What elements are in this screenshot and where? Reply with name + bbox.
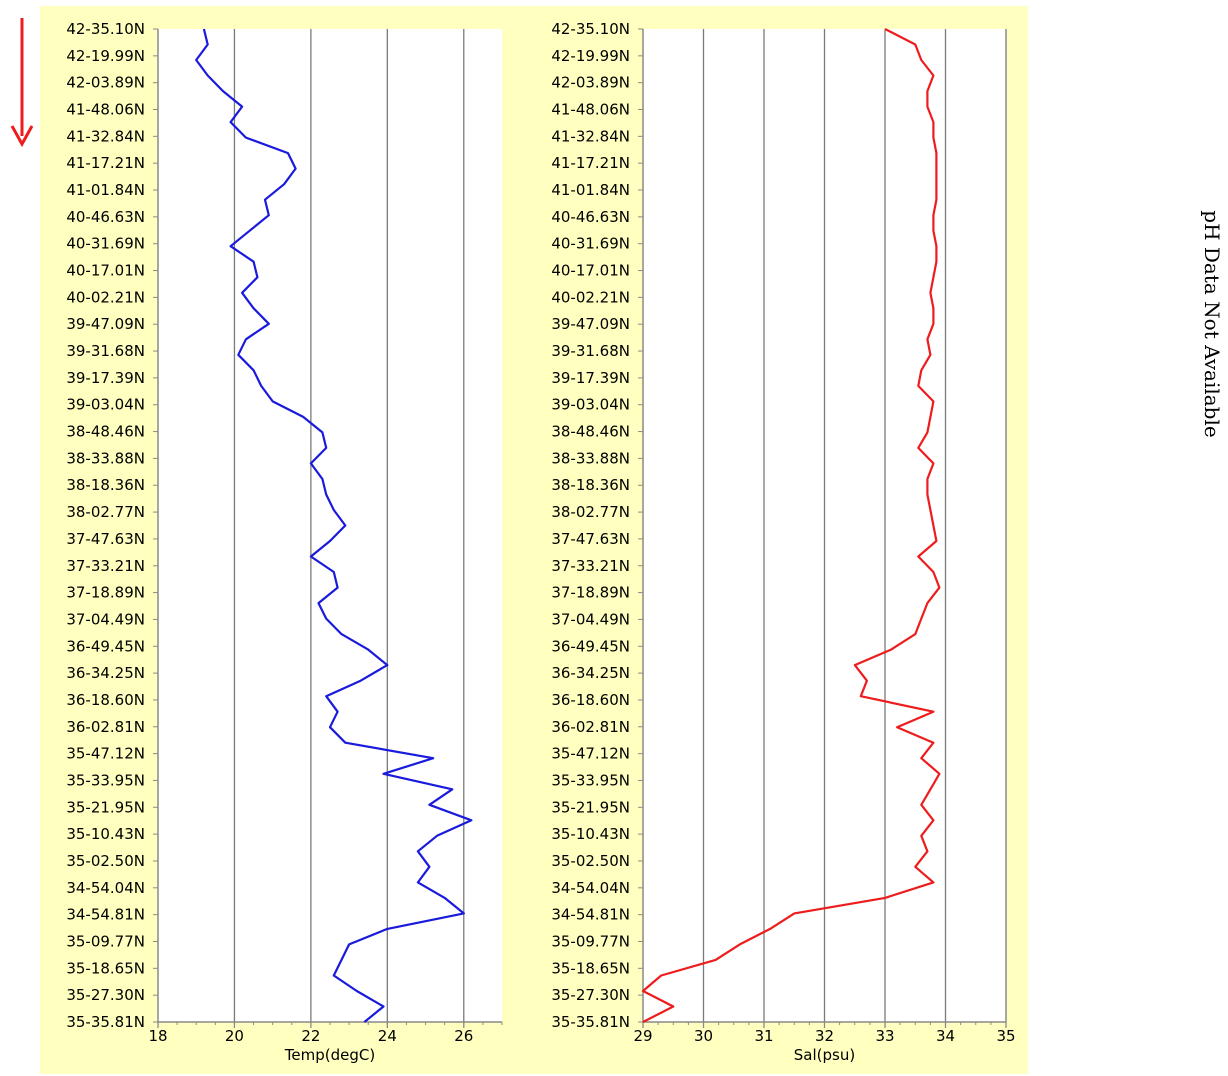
y-tick-label: 39-47.09N [551, 315, 630, 333]
y-tick-label: 38-02.77N [66, 503, 145, 521]
y-tick-label: 35-47.12N [66, 745, 145, 763]
y-tick-label: 42-19.99N [66, 47, 145, 65]
x-tick-label: 33 [875, 1027, 894, 1045]
y-tick-label: 36-18.60N [551, 691, 630, 709]
series-line [641, 28, 941, 1023]
y-tick-label: 41-48.06N [551, 101, 630, 119]
x-tick-label: 20 [225, 1027, 244, 1045]
y-tick-label: 40-46.63N [551, 208, 630, 226]
y-tick-label: 35-18.65N [66, 959, 145, 977]
y-tick-label: 38-33.88N [551, 449, 630, 467]
y-tick-label: 37-47.63N [66, 530, 145, 548]
y-tick-label: 41-48.06N [66, 101, 145, 119]
y-tick-label: 37-04.49N [551, 610, 630, 628]
x-tick-label: 34 [936, 1027, 955, 1045]
ph-unavailable-note: pH Data Not Available [1197, 134, 1227, 514]
y-tick-label: 35-27.30N [551, 986, 630, 1004]
y-tick-label: 40-02.21N [66, 288, 145, 306]
y-tick-label: 42-19.99N [551, 47, 630, 65]
x-tick-label: 24 [378, 1027, 397, 1045]
y-tick-label: 35-10.43N [551, 825, 630, 843]
y-tick-label: 40-17.01N [551, 262, 630, 280]
y-tick-label: 38-33.88N [66, 449, 145, 467]
y-tick-label: 39-03.04N [551, 396, 630, 414]
y-tick-label: 35-10.43N [66, 825, 145, 843]
y-tick-label: 36-49.45N [551, 637, 630, 655]
y-tick-label: 42-35.10N [66, 20, 145, 38]
y-tick-label: 34-54.81N [551, 906, 630, 924]
x-tick-label: 29 [633, 1027, 652, 1045]
x-tick-label: 32 [815, 1027, 834, 1045]
y-tick-label: 35-09.77N [551, 932, 630, 950]
y-tick-label: 38-48.46N [66, 423, 145, 441]
y-tick-label: 38-02.77N [551, 503, 630, 521]
y-tick-label: 35-18.65N [551, 959, 630, 977]
y-tick-label: 36-18.60N [66, 691, 145, 709]
x-axis-title: Sal(psu) [794, 1046, 855, 1064]
y-tick-label: 37-04.49N [66, 610, 145, 628]
y-tick-label: 37-47.63N [551, 530, 630, 548]
y-tick-label: 40-02.21N [551, 288, 630, 306]
y-tick-label: 35-47.12N [551, 745, 630, 763]
y-tick-label: 35-21.95N [66, 798, 145, 816]
y-tick-label: 35-09.77N [66, 932, 145, 950]
y-tick-label: 36-49.45N [66, 637, 145, 655]
y-tick-label: 41-32.84N [66, 127, 145, 145]
y-tick-label: 39-03.04N [66, 396, 145, 414]
ph-note-text: pH Data Not Available [1200, 210, 1224, 438]
y-tick-label: 35-02.50N [551, 852, 630, 870]
y-tick-label: 37-33.21N [551, 557, 630, 575]
y-tick-label: 35-02.50N [66, 852, 145, 870]
x-axis-title: Temp(degC) [284, 1046, 375, 1064]
y-tick-label: 41-17.21N [551, 154, 630, 172]
y-tick-label: 42-35.10N [551, 20, 630, 38]
y-tick-label: 35-27.30N [66, 986, 145, 1004]
y-tick-label: 39-31.68N [66, 342, 145, 360]
y-tick-label: 39-17.39N [551, 369, 630, 387]
y-tick-label: 40-17.01N [66, 262, 145, 280]
y-tick-label: 36-02.81N [551, 718, 630, 736]
x-tick-label: 35 [996, 1027, 1015, 1045]
y-tick-label: 37-18.89N [551, 584, 630, 602]
y-tick-label: 34-54.81N [66, 906, 145, 924]
y-tick-label: 35-35.81N [551, 1013, 630, 1031]
series-line [195, 28, 473, 1023]
y-tick-label: 41-17.21N [66, 154, 145, 172]
x-tick-label: 26 [454, 1027, 473, 1045]
y-tick-label: 41-01.84N [551, 181, 630, 199]
x-tick-label: 30 [694, 1027, 713, 1045]
y-tick-label: 38-18.36N [551, 476, 630, 494]
y-tick-label: 40-31.69N [66, 235, 145, 253]
y-tick-label: 42-03.89N [66, 74, 145, 92]
direction-arrow-icon [10, 18, 34, 148]
y-tick-label: 41-32.84N [551, 127, 630, 145]
y-tick-label: 37-33.21N [66, 557, 145, 575]
y-tick-label: 35-21.95N [551, 798, 630, 816]
y-tick-label: 41-01.84N [66, 181, 145, 199]
x-tick-label: 18 [148, 1027, 167, 1045]
y-tick-label: 39-47.09N [66, 315, 145, 333]
x-tick-label: 22 [301, 1027, 320, 1045]
y-tick-label: 36-02.81N [66, 718, 145, 736]
y-tick-label: 35-35.81N [66, 1013, 145, 1031]
y-tick-label: 38-18.36N [66, 476, 145, 494]
y-tick-label: 37-18.89N [66, 584, 145, 602]
y-tick-label: 38-48.46N [551, 423, 630, 441]
y-tick-label: 40-31.69N [551, 235, 630, 253]
y-tick-label: 40-46.63N [66, 208, 145, 226]
y-tick-label: 39-31.68N [551, 342, 630, 360]
y-tick-label: 42-03.89N [551, 74, 630, 92]
y-tick-label: 34-54.04N [551, 879, 630, 897]
y-tick-label: 36-34.25N [551, 664, 630, 682]
y-tick-label: 35-33.95N [66, 771, 145, 789]
x-tick-label: 31 [754, 1027, 773, 1045]
plot-area [158, 29, 502, 1022]
y-tick-label: 36-34.25N [66, 664, 145, 682]
y-tick-label: 34-54.04N [66, 879, 145, 897]
y-tick-label: 39-17.39N [66, 369, 145, 387]
y-tick-label: 35-33.95N [551, 771, 630, 789]
